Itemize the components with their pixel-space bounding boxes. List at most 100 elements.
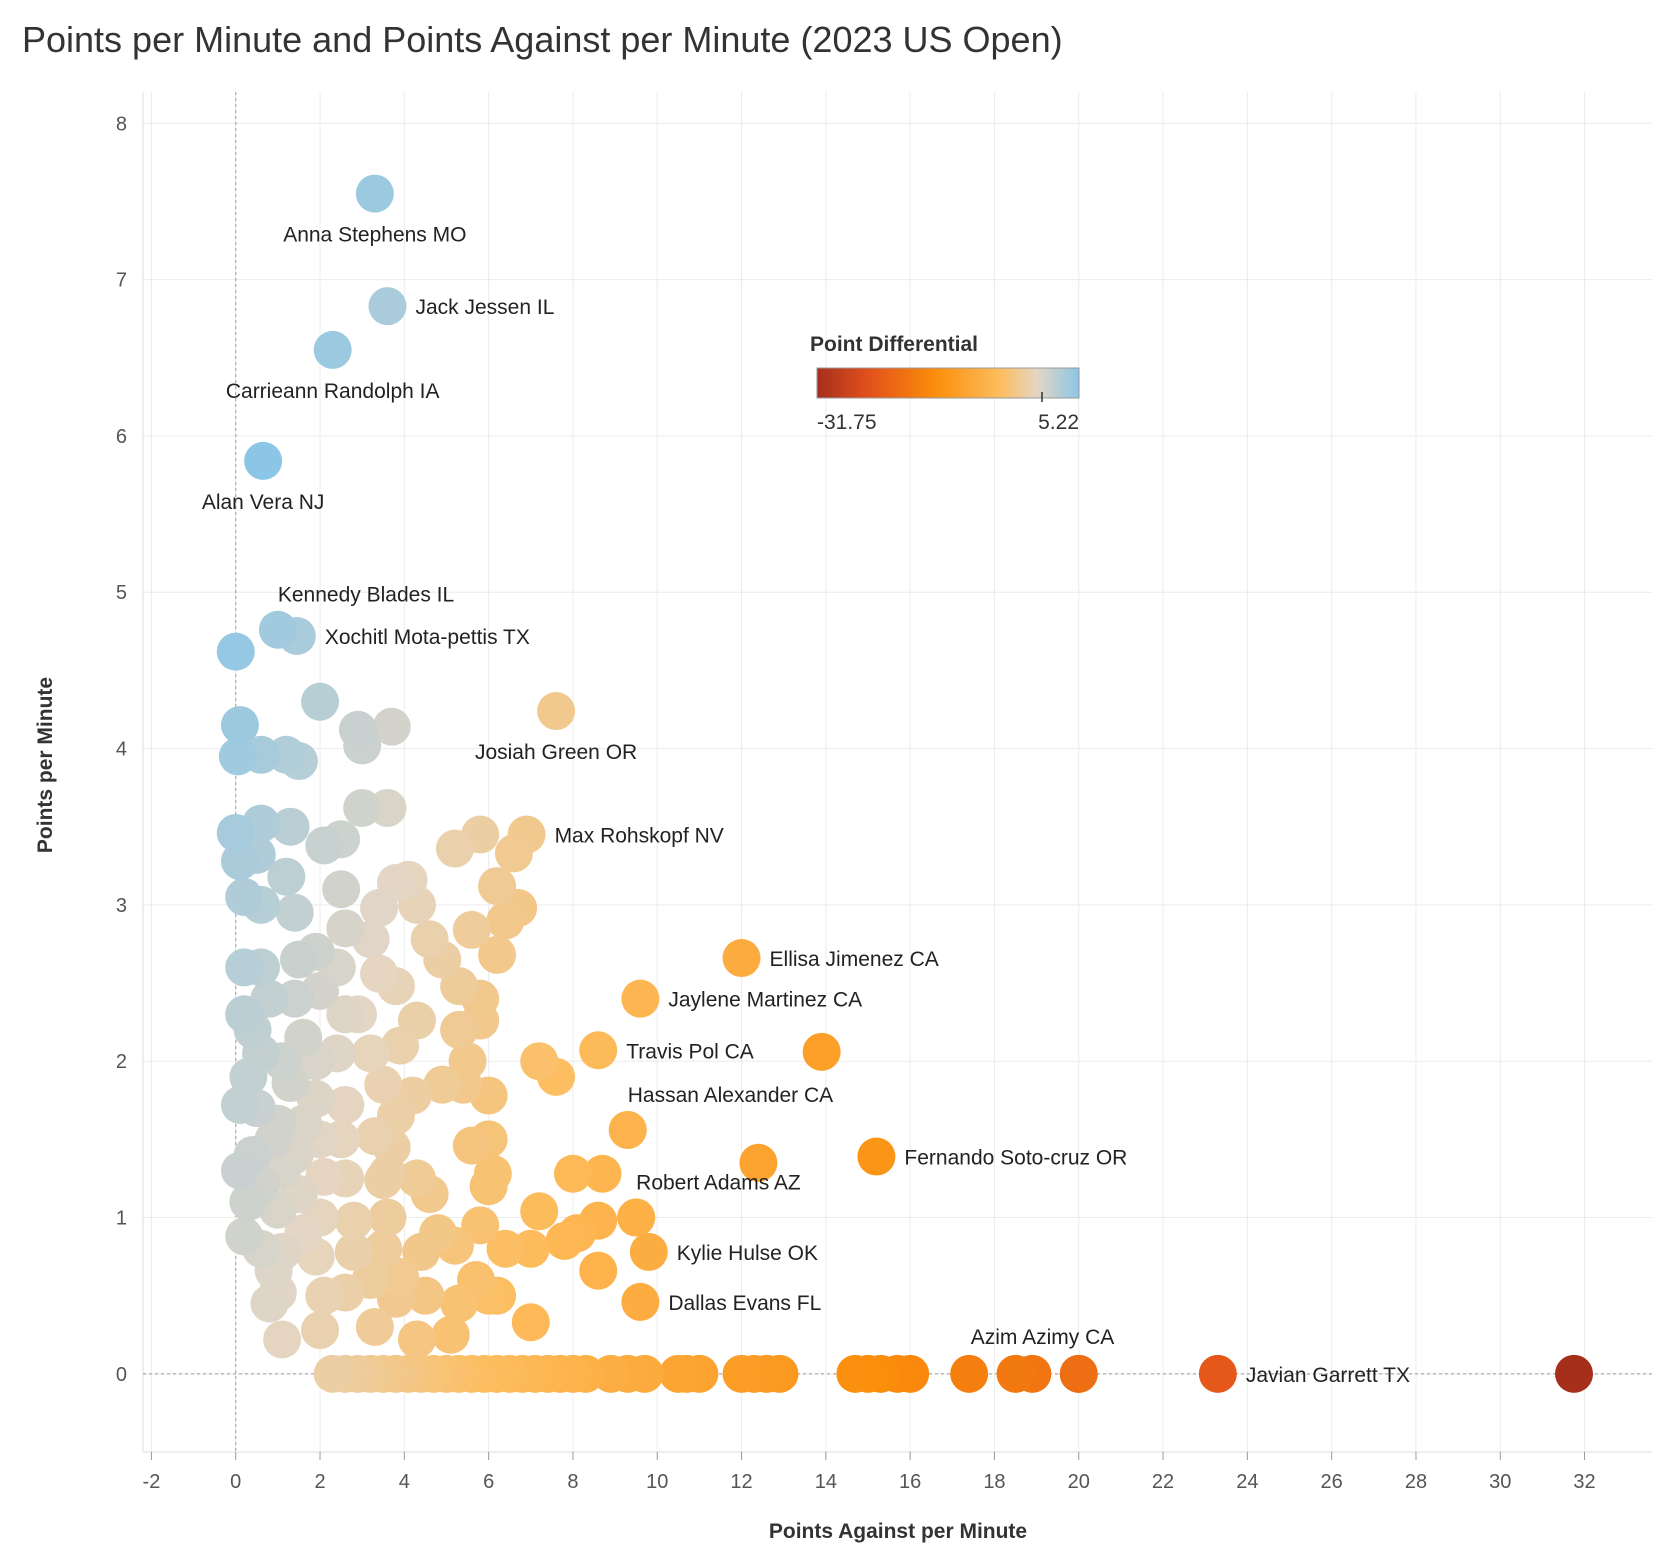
x-tick-label: 22 <box>1152 1471 1174 1493</box>
gridlines <box>142 92 1652 1453</box>
data-point <box>621 1282 660 1321</box>
data-point <box>511 1303 550 1342</box>
data-point <box>739 1143 778 1182</box>
data-point <box>229 1182 268 1221</box>
data-point <box>440 1284 479 1323</box>
data-point <box>1555 1354 1594 1393</box>
x-tick-label: -2 <box>143 1471 161 1493</box>
data-point <box>537 692 576 731</box>
data-point <box>220 706 259 745</box>
legend-max-label: 5.22 <box>1038 411 1079 434</box>
data-point <box>381 1257 420 1296</box>
data-point <box>520 1042 559 1081</box>
color-legend: Point Differential -31.75 5.22 <box>810 333 1080 434</box>
data-point <box>478 867 517 906</box>
point-label: Alan Vera NJ <box>202 491 325 514</box>
data-point <box>1059 1354 1098 1393</box>
data-point <box>326 909 365 948</box>
data-point <box>431 1315 470 1354</box>
data-point <box>397 1159 436 1198</box>
x-tick-label: 32 <box>1573 1471 1595 1493</box>
point-label: Azim Azimy CA <box>971 1326 1115 1349</box>
y-tick-label: 0 <box>116 1364 127 1386</box>
point-label: Max Rohskopf NV <box>555 825 724 848</box>
data-point <box>275 893 314 932</box>
point-label: Kylie Hulse OK <box>677 1242 818 1265</box>
y-tick-label: 8 <box>116 113 127 135</box>
y-tick-label: 4 <box>116 739 127 761</box>
point-label: Robert Adams AZ <box>636 1172 801 1195</box>
x-tick-label: 8 <box>567 1471 578 1493</box>
data-point <box>423 1065 462 1104</box>
data-point <box>301 682 340 721</box>
data-point <box>216 813 255 852</box>
data-point <box>381 1026 420 1065</box>
x-tick-label: 10 <box>646 1471 668 1493</box>
point-label: Ellisa Jimenez CA <box>770 948 939 971</box>
data-point <box>579 1031 618 1070</box>
data-points <box>216 174 1594 1393</box>
data-point <box>279 940 318 979</box>
data-point <box>583 1154 622 1193</box>
data-point <box>608 1110 647 1149</box>
y-tick-label: 5 <box>116 582 127 604</box>
x-tick-label: 24 <box>1236 1471 1258 1493</box>
data-point <box>621 979 660 1018</box>
data-point <box>220 842 259 881</box>
data-point <box>368 287 407 326</box>
data-point <box>520 1192 559 1231</box>
data-point <box>368 1198 407 1237</box>
data-point <box>313 1354 352 1393</box>
data-point <box>258 610 297 649</box>
data-point <box>364 1065 403 1104</box>
data-point <box>397 1320 436 1359</box>
y-tick-label: 3 <box>116 895 127 917</box>
data-point <box>250 1284 289 1323</box>
data-point <box>351 1034 390 1073</box>
x-axis-ticks: -2 0 2 4 6 8 10 12 14 16 18 20 22 24 26 28 30 32 <box>143 1452 1596 1493</box>
data-point <box>326 1085 365 1124</box>
point-label: Anna Stephens MO <box>283 224 466 247</box>
data-point <box>364 1229 403 1268</box>
data-point <box>313 330 352 369</box>
data-point <box>220 1151 259 1190</box>
data-point <box>579 1251 618 1290</box>
data-point <box>338 710 377 749</box>
point-label: Dallas Evans FL <box>668 1292 821 1315</box>
x-tick-label: 18 <box>983 1471 1005 1493</box>
data-point <box>435 829 474 868</box>
x-tick-label: 30 <box>1489 1471 1511 1493</box>
point-label: Kennedy Blades IL <box>278 584 454 607</box>
data-point <box>244 441 283 480</box>
data-point <box>218 737 257 776</box>
data-point <box>301 1311 340 1350</box>
data-point <box>802 1032 841 1071</box>
point-label: Jaylene Martinez CA <box>668 989 862 1012</box>
data-point <box>334 1232 373 1271</box>
data-point <box>360 954 399 993</box>
data-point <box>322 870 361 909</box>
data-point <box>494 834 533 873</box>
data-point <box>461 1206 500 1245</box>
data-point <box>305 826 344 865</box>
point-label: Xochitl Mota-pettis TX <box>325 626 530 649</box>
data-point <box>486 901 525 940</box>
x-tick-label: 28 <box>1405 1471 1427 1493</box>
data-point <box>722 1354 761 1393</box>
data-point <box>360 889 399 927</box>
legend-title: Point Differential <box>810 333 978 356</box>
data-point <box>448 1042 487 1081</box>
data-point <box>334 1201 373 1240</box>
data-point <box>553 1154 592 1193</box>
legend-min-label: -31.75 <box>817 411 877 434</box>
y-tick-label: 2 <box>116 1051 127 1073</box>
data-point <box>343 788 382 827</box>
point-label: Javian Garrett TX <box>1246 1364 1410 1387</box>
data-point <box>452 910 491 949</box>
x-tick-label: 20 <box>1068 1471 1090 1493</box>
data-point <box>263 1320 302 1359</box>
data-point <box>267 857 306 896</box>
chart-title: Points per Minute and Points Against per… <box>22 19 1063 60</box>
data-point <box>659 1354 698 1393</box>
